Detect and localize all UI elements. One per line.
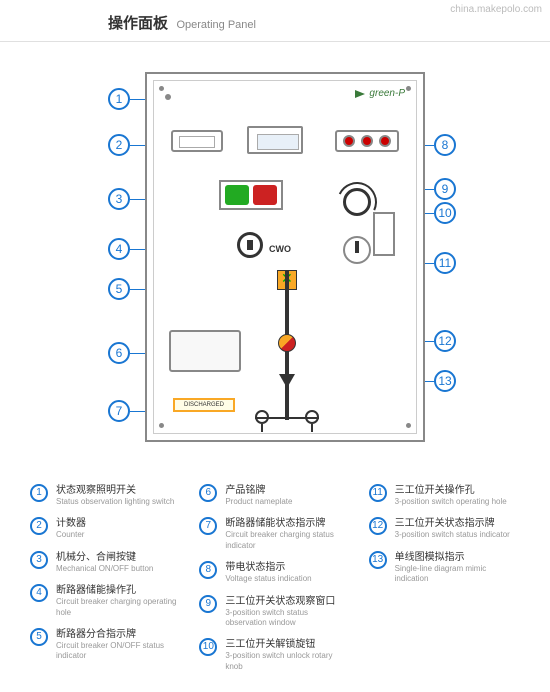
operating-panel: green-P CWO DISCHARGED <box>145 72 425 442</box>
legend: 1 状态观察照明开关Status observation lighting swi… <box>0 468 550 692</box>
operating-hole <box>343 188 371 216</box>
callout-number: 10 <box>434 202 456 224</box>
legend-item-4: 4 断路器储能操作孔Circuit breaker charging operat… <box>30 584 181 618</box>
onoff-button <box>247 126 303 154</box>
cwo-label: CWO <box>269 244 291 254</box>
legend-cn: 单线图模拟指示 <box>395 551 520 564</box>
callout-number: 2 <box>108 134 130 156</box>
rotary-knob <box>343 236 371 264</box>
callout-number: 9 <box>434 178 456 200</box>
screw-dot <box>159 423 164 428</box>
legend-number: 12 <box>369 517 387 535</box>
voltage-indicator <box>335 130 399 152</box>
title-cn: 操作面板 <box>108 15 168 32</box>
legend-cn: 断路器分合指示牌 <box>56 628 181 641</box>
legend-cn: 断路器储能操作孔 <box>56 584 181 597</box>
legend-cn: 三工位开关状态指示牌 <box>395 517 510 530</box>
legend-en: Mechanical ON/OFF button <box>56 564 153 574</box>
callout-number: 12 <box>434 330 456 352</box>
nameplate <box>169 330 241 372</box>
legend-number: 8 <box>199 561 217 579</box>
callout-number: 11 <box>434 252 456 274</box>
legend-cn: 断路器储能状态指示牌 <box>225 517 350 530</box>
legend-item-11: 11 三工位开关操作孔3-position switch operating ho… <box>369 484 520 507</box>
legend-cn: 产品铭牌 <box>225 484 292 497</box>
arrow-down-icon <box>279 374 295 388</box>
lighting-switch <box>165 94 171 100</box>
legend-cn: 带电状态指示 <box>225 561 311 574</box>
legend-number: 13 <box>369 551 387 569</box>
diagram-area: 12345678910111213 green-P CWO DISCHARGED <box>0 42 550 468</box>
legend-number: 6 <box>199 484 217 502</box>
legend-cn: 三工位开关解锁旋钮 <box>225 638 350 651</box>
legend-number: 1 <box>30 484 48 502</box>
legend-column: 11 三工位开关操作孔3-position switch operating ho… <box>369 484 520 682</box>
discharge-label: DISCHARGED <box>173 398 235 412</box>
legend-item-8: 8 带电状态指示Voltage status indication <box>199 561 350 584</box>
legend-en: 3-position switch status indicator <box>395 530 510 540</box>
callout-number: 1 <box>108 88 130 110</box>
legend-number: 2 <box>30 517 48 535</box>
mimic-node <box>278 334 296 352</box>
legend-en: Single-line diagram mimic indication <box>395 564 520 585</box>
ground-icon <box>305 410 319 424</box>
legend-item-5: 5 断路器分合指示牌Circuit breaker ON/OFF status i… <box>30 628 181 662</box>
callout-number: 6 <box>108 342 130 364</box>
legend-item-1: 1 状态观察照明开关Status observation lighting swi… <box>30 484 181 507</box>
legend-number: 5 <box>30 628 48 646</box>
legend-en: 3-position switch status observation win… <box>225 608 350 629</box>
legend-item-7: 7 断路器储能状态指示牌Circuit breaker charging stat… <box>199 517 350 551</box>
legend-item-13: 13 单线图模拟指示Single-line diagram mimic indic… <box>369 551 520 585</box>
brand-logo: green-P <box>369 88 405 99</box>
callout-number: 5 <box>108 278 130 300</box>
callout-number: 4 <box>108 238 130 260</box>
legend-en: Circuit breaker charging operating hole <box>56 597 181 618</box>
legend-number: 7 <box>199 517 217 535</box>
legend-number: 3 <box>30 551 48 569</box>
legend-en: 3-position switch operating hole <box>395 497 507 507</box>
counter <box>171 130 223 152</box>
watermark: china.makepolo.com <box>450 4 542 15</box>
title-en: Operating Panel <box>176 19 256 31</box>
legend-en: Product nameplate <box>225 497 292 507</box>
legend-en: Circuit breaker ON/OFF status indicator <box>56 641 181 662</box>
legend-en: Voltage status indication <box>225 574 311 584</box>
legend-en: Status observation lighting switch <box>56 497 174 507</box>
legend-cn: 状态观察照明开关 <box>56 484 174 497</box>
callout-number: 13 <box>434 370 456 392</box>
legend-number: 11 <box>369 484 387 502</box>
callout-number: 7 <box>108 400 130 422</box>
callout-number: 3 <box>108 188 130 210</box>
screw-dot <box>406 423 411 428</box>
legend-en: Counter <box>56 530 86 540</box>
legend-en: Circuit breaker charging status indicato… <box>225 530 350 551</box>
legend-cn: 三工位开关状态观察窗口 <box>225 595 350 608</box>
legend-item-12: 12 三工位开关状态指示牌3-position switch status ind… <box>369 517 520 540</box>
legend-column: 6 产品铭牌Product nameplate 7 断路器储能状态指示牌Circuit… <box>199 484 350 682</box>
legend-item-10: 10 三工位开关解锁旋钮3-position switch unlock rota… <box>199 638 350 672</box>
legend-item-6: 6 产品铭牌Product nameplate <box>199 484 350 507</box>
screw-dot <box>159 86 164 91</box>
observation-window <box>373 212 395 256</box>
legend-column: 1 状态观察照明开关Status observation lighting swi… <box>30 484 181 682</box>
legend-cn: 三工位开关操作孔 <box>395 484 507 497</box>
legend-en: 3-position switch unlock rotary knob <box>225 651 350 672</box>
breaker-status-indicator <box>219 180 283 210</box>
legend-item-3: 3 机械分、合闸按键Mechanical ON/OFF button <box>30 551 181 574</box>
callout-number: 8 <box>434 134 456 156</box>
legend-item-9: 9三工位开关状态观察窗口3-position switch status obs… <box>199 595 350 629</box>
ground-icon <box>255 410 269 424</box>
screw-dot <box>406 86 411 91</box>
legend-number: 4 <box>30 584 48 602</box>
legend-cn: 机械分、合闸按键 <box>56 551 153 564</box>
legend-cn: 计数器 <box>56 517 86 530</box>
charging-hole <box>237 232 263 258</box>
three-position-switch-group <box>311 180 401 270</box>
legend-item-2: 2 计数器Counter <box>30 517 181 540</box>
legend-number: 10 <box>199 638 217 656</box>
